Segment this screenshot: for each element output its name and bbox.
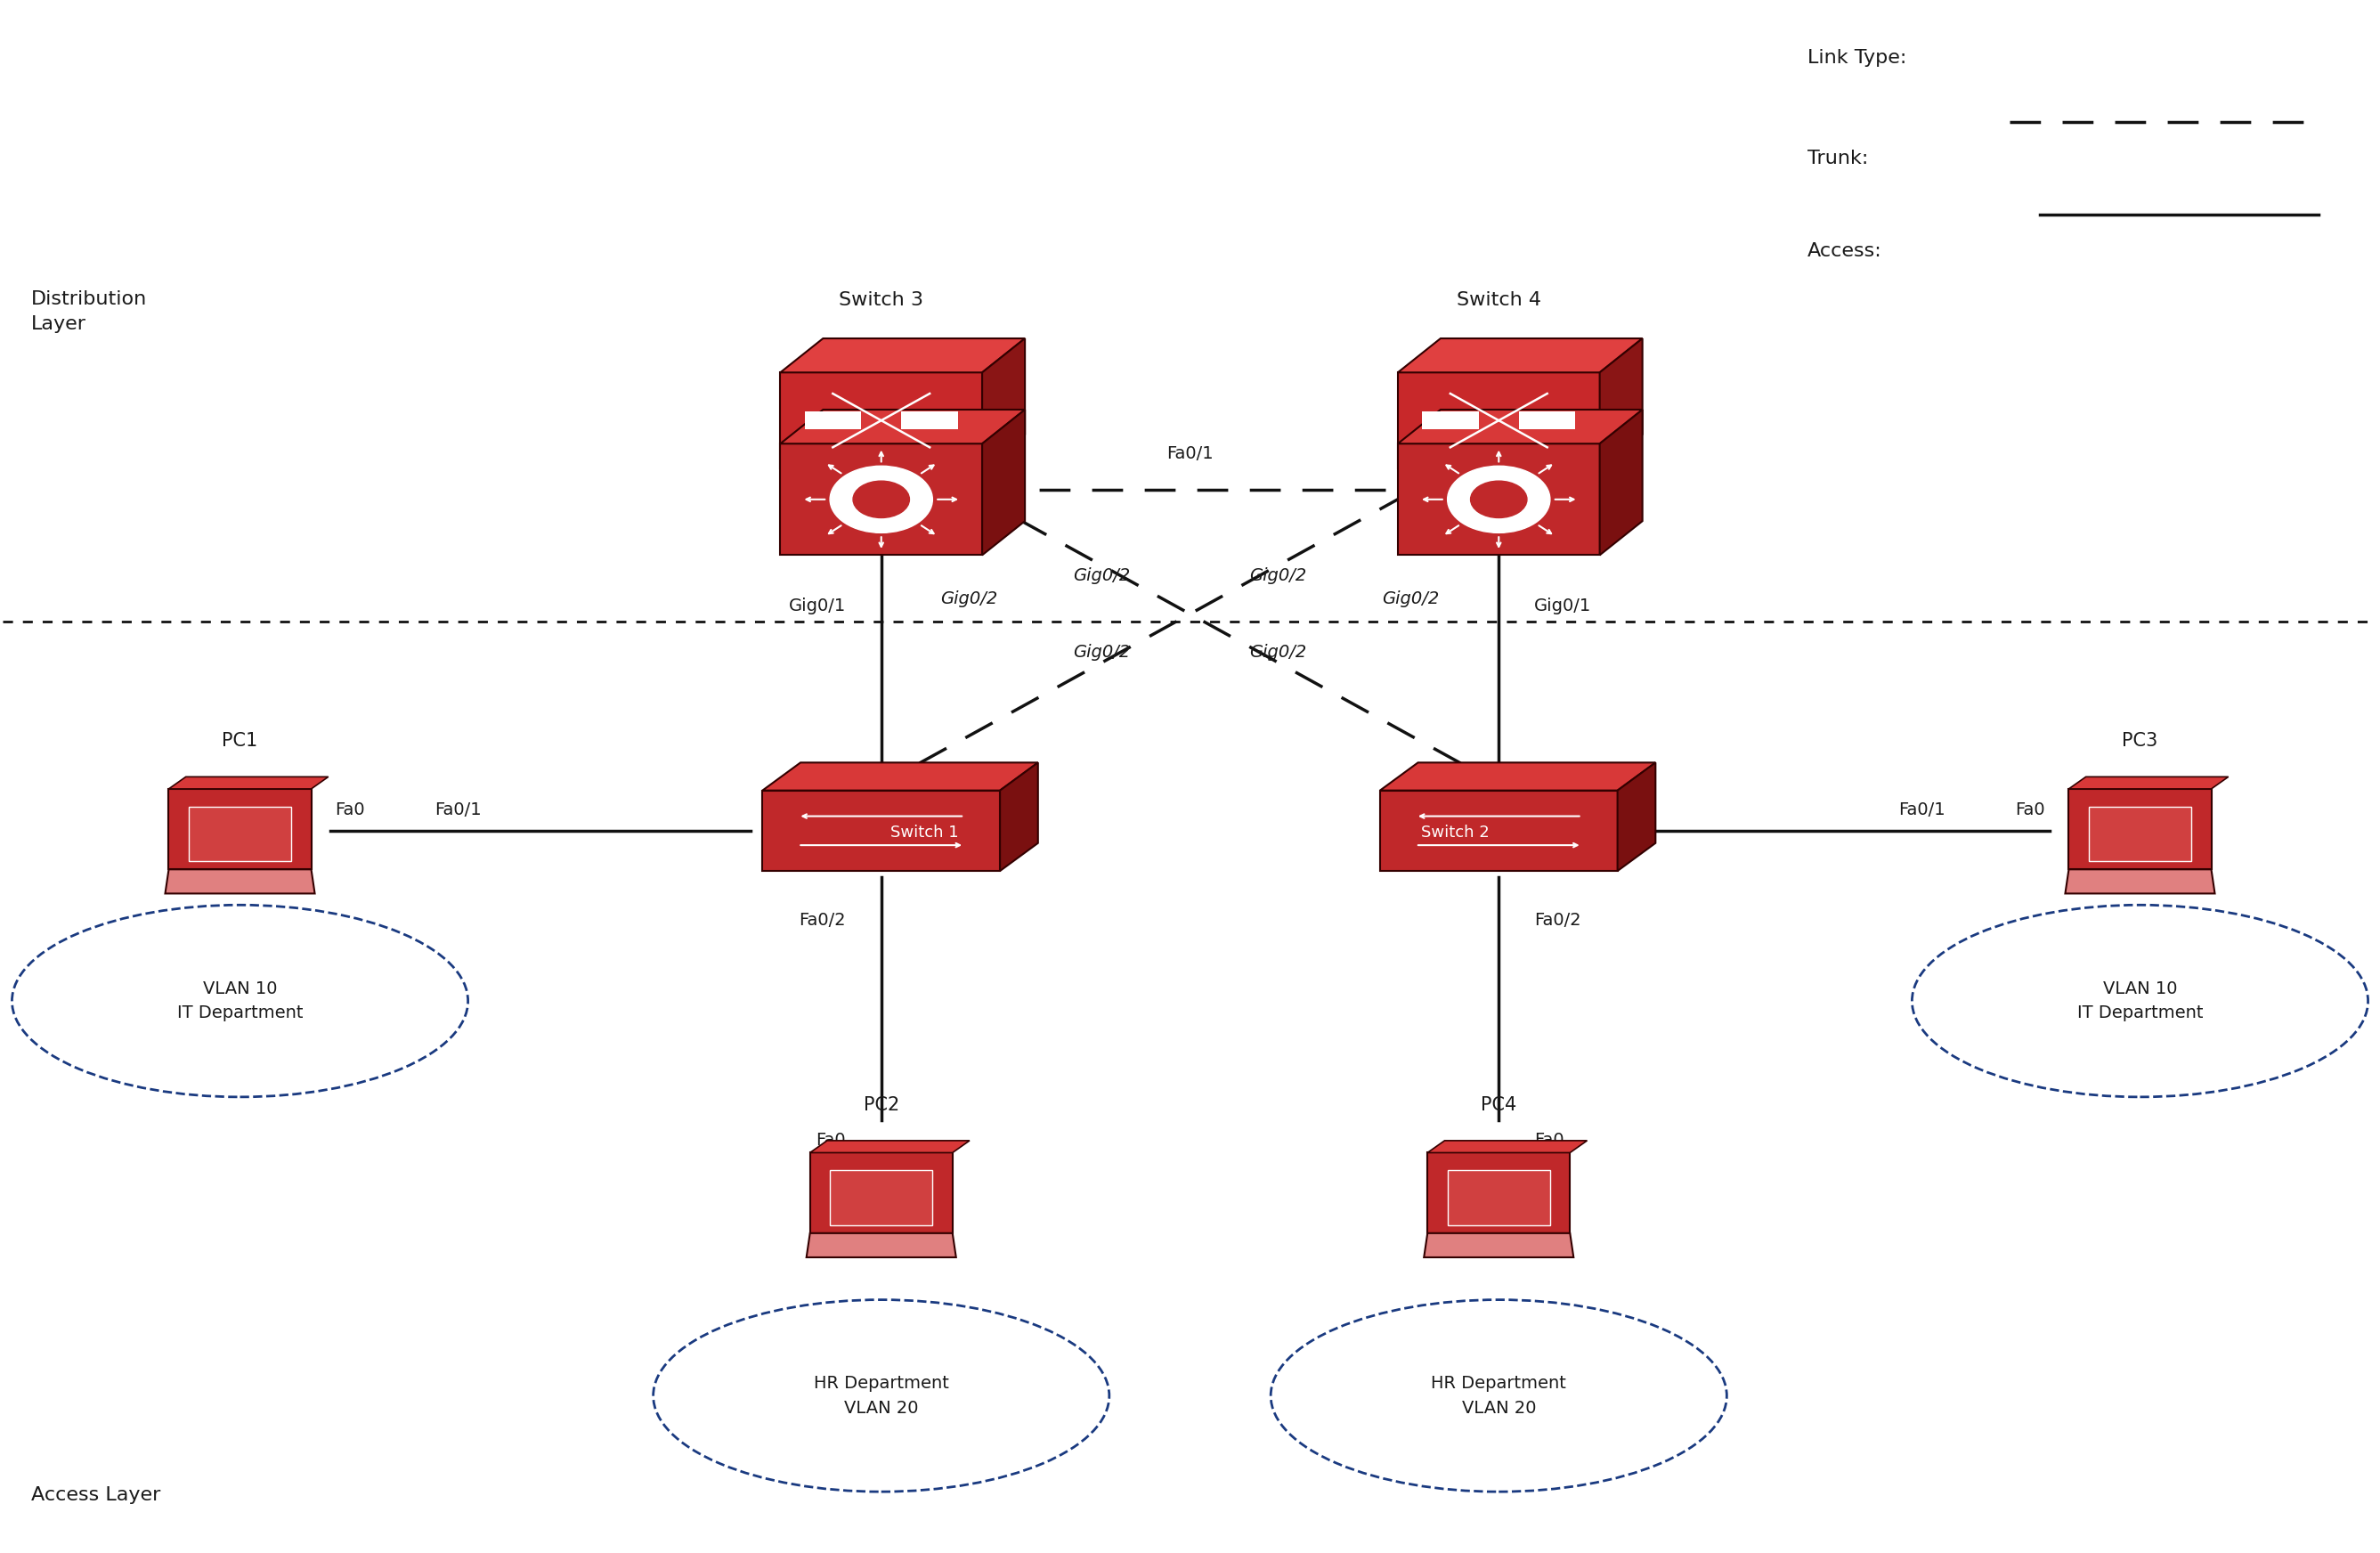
Text: Gig0/2: Gig0/2 bbox=[1383, 590, 1440, 607]
Polygon shape bbox=[1428, 1140, 1587, 1152]
Polygon shape bbox=[169, 776, 328, 789]
Polygon shape bbox=[804, 412, 862, 429]
Text: Gig0/2: Gig0/2 bbox=[1073, 644, 1130, 662]
Circle shape bbox=[831, 466, 933, 533]
Text: Fa0/2: Fa0/2 bbox=[1535, 912, 1580, 929]
Text: Gig0/2: Gig0/2 bbox=[1250, 567, 1307, 584]
Polygon shape bbox=[169, 789, 312, 870]
Text: Fa0/1: Fa0/1 bbox=[1899, 801, 1944, 818]
Text: PC2: PC2 bbox=[864, 1096, 900, 1114]
Text: Trunk:: Trunk: bbox=[1806, 149, 1868, 168]
Polygon shape bbox=[762, 763, 1038, 790]
Circle shape bbox=[1471, 481, 1528, 517]
Text: Gig0/1: Gig0/1 bbox=[1535, 598, 1592, 615]
Circle shape bbox=[1447, 466, 1549, 533]
Polygon shape bbox=[1397, 444, 1599, 554]
Text: Access Layer: Access Layer bbox=[31, 1486, 159, 1505]
Text: Access:: Access: bbox=[1806, 242, 1883, 261]
Polygon shape bbox=[781, 410, 1026, 444]
Text: VLAN 20: VLAN 20 bbox=[845, 1399, 919, 1416]
Polygon shape bbox=[164, 870, 314, 893]
Polygon shape bbox=[1380, 763, 1656, 790]
Polygon shape bbox=[983, 339, 1026, 469]
Text: Switch 2: Switch 2 bbox=[1421, 825, 1490, 840]
Polygon shape bbox=[1447, 1171, 1549, 1225]
Text: IT Department: IT Department bbox=[176, 1005, 302, 1022]
Polygon shape bbox=[1397, 339, 1642, 373]
Polygon shape bbox=[2068, 789, 2211, 870]
Polygon shape bbox=[2066, 870, 2216, 893]
Polygon shape bbox=[1599, 410, 1642, 554]
Text: Distribution
Layer: Distribution Layer bbox=[31, 290, 148, 334]
Text: Link Type:: Link Type: bbox=[1806, 48, 1906, 67]
Text: VLAN 10: VLAN 10 bbox=[2104, 980, 2178, 997]
Text: Fa0: Fa0 bbox=[336, 801, 364, 818]
Circle shape bbox=[852, 481, 909, 517]
Polygon shape bbox=[762, 790, 1000, 871]
Polygon shape bbox=[781, 444, 983, 554]
Polygon shape bbox=[1397, 373, 1599, 469]
Polygon shape bbox=[807, 1233, 957, 1258]
Text: Switch 3: Switch 3 bbox=[838, 290, 923, 309]
Text: Fa0: Fa0 bbox=[816, 1132, 845, 1149]
Polygon shape bbox=[902, 412, 959, 429]
Polygon shape bbox=[1421, 412, 1478, 429]
Text: Gig0/2: Gig0/2 bbox=[1250, 644, 1307, 662]
Polygon shape bbox=[831, 1171, 933, 1225]
Polygon shape bbox=[809, 1140, 969, 1152]
Text: PC1: PC1 bbox=[221, 733, 257, 750]
Polygon shape bbox=[1380, 790, 1618, 871]
Polygon shape bbox=[1618, 763, 1656, 871]
Text: Fa0: Fa0 bbox=[1535, 1132, 1564, 1149]
Text: Fa0/1: Fa0/1 bbox=[1166, 446, 1214, 463]
Text: Fa0: Fa0 bbox=[2016, 801, 2044, 818]
Text: Switch 1: Switch 1 bbox=[890, 825, 959, 840]
Polygon shape bbox=[2068, 776, 2228, 789]
Text: PC4: PC4 bbox=[1480, 1096, 1516, 1114]
Polygon shape bbox=[1397, 410, 1642, 444]
Polygon shape bbox=[188, 806, 290, 862]
Text: VLAN 10: VLAN 10 bbox=[202, 980, 276, 997]
Polygon shape bbox=[2090, 806, 2192, 862]
Polygon shape bbox=[1428, 1152, 1571, 1233]
Text: VLAN 20: VLAN 20 bbox=[1461, 1399, 1535, 1416]
Polygon shape bbox=[1000, 763, 1038, 871]
Polygon shape bbox=[1518, 412, 1576, 429]
Text: Switch 4: Switch 4 bbox=[1457, 290, 1542, 309]
Text: IT Department: IT Department bbox=[2078, 1005, 2204, 1022]
Polygon shape bbox=[781, 373, 983, 469]
Polygon shape bbox=[809, 1152, 952, 1233]
Polygon shape bbox=[1423, 1233, 1573, 1258]
Polygon shape bbox=[781, 339, 1026, 373]
Text: HR Department: HR Department bbox=[814, 1374, 950, 1391]
Polygon shape bbox=[1599, 339, 1642, 469]
Text: Gig0/1: Gig0/1 bbox=[788, 598, 845, 615]
Polygon shape bbox=[983, 410, 1026, 554]
Text: Fa0/2: Fa0/2 bbox=[800, 912, 845, 929]
Text: Fa0/1: Fa0/1 bbox=[436, 801, 481, 818]
Text: Gig0/2: Gig0/2 bbox=[1073, 567, 1130, 584]
Text: PC3: PC3 bbox=[2123, 733, 2159, 750]
Text: HR Department: HR Department bbox=[1430, 1374, 1566, 1391]
Text: Gig0/2: Gig0/2 bbox=[940, 590, 997, 607]
